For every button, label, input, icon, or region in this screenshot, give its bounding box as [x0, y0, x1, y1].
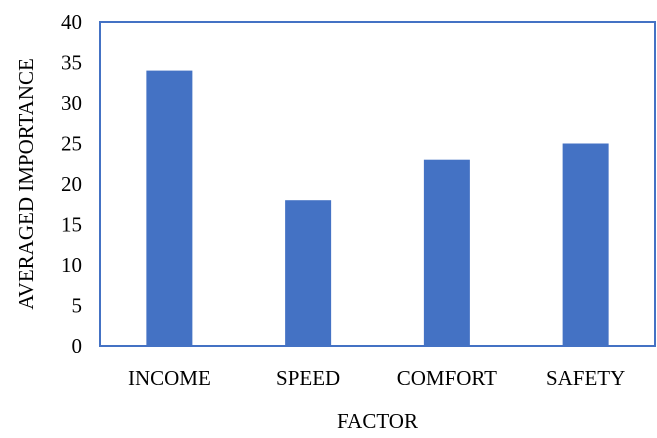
- bars: [146, 70, 609, 346]
- x-tick-label: SPEED: [276, 366, 340, 390]
- x-tick-label: COMFORT: [397, 366, 497, 390]
- bar-safety: [562, 143, 609, 346]
- x-axis-label: FACTOR: [337, 409, 418, 433]
- bar-speed: [285, 200, 332, 346]
- bar-comfort: [423, 159, 470, 346]
- x-axis-ticks: INCOME SPEED COMFORT SAFETY: [128, 366, 625, 390]
- plot-border: [99, 21, 656, 347]
- y-tick-label: 25: [61, 132, 82, 156]
- y-tick-label: 0: [72, 334, 83, 358]
- y-tick-label: 40: [61, 10, 82, 34]
- y-tick-label: 20: [61, 172, 82, 196]
- y-tick-label: 10: [61, 253, 82, 277]
- x-tick-label: INCOME: [128, 366, 211, 390]
- bar-income: [146, 70, 193, 346]
- y-axis-label: AVERAGED IMPORTANCE: [14, 58, 38, 310]
- plot-frame: [99, 21, 656, 347]
- y-axis-ticks: 0 5 10 15 20 25 30 35 40: [61, 10, 82, 358]
- y-tick-label: 30: [61, 91, 82, 115]
- y-tick-label: 15: [61, 213, 82, 237]
- y-tick-label: 5: [72, 294, 83, 318]
- y-tick-label: 35: [61, 51, 82, 75]
- x-tick-label: SAFETY: [546, 366, 625, 390]
